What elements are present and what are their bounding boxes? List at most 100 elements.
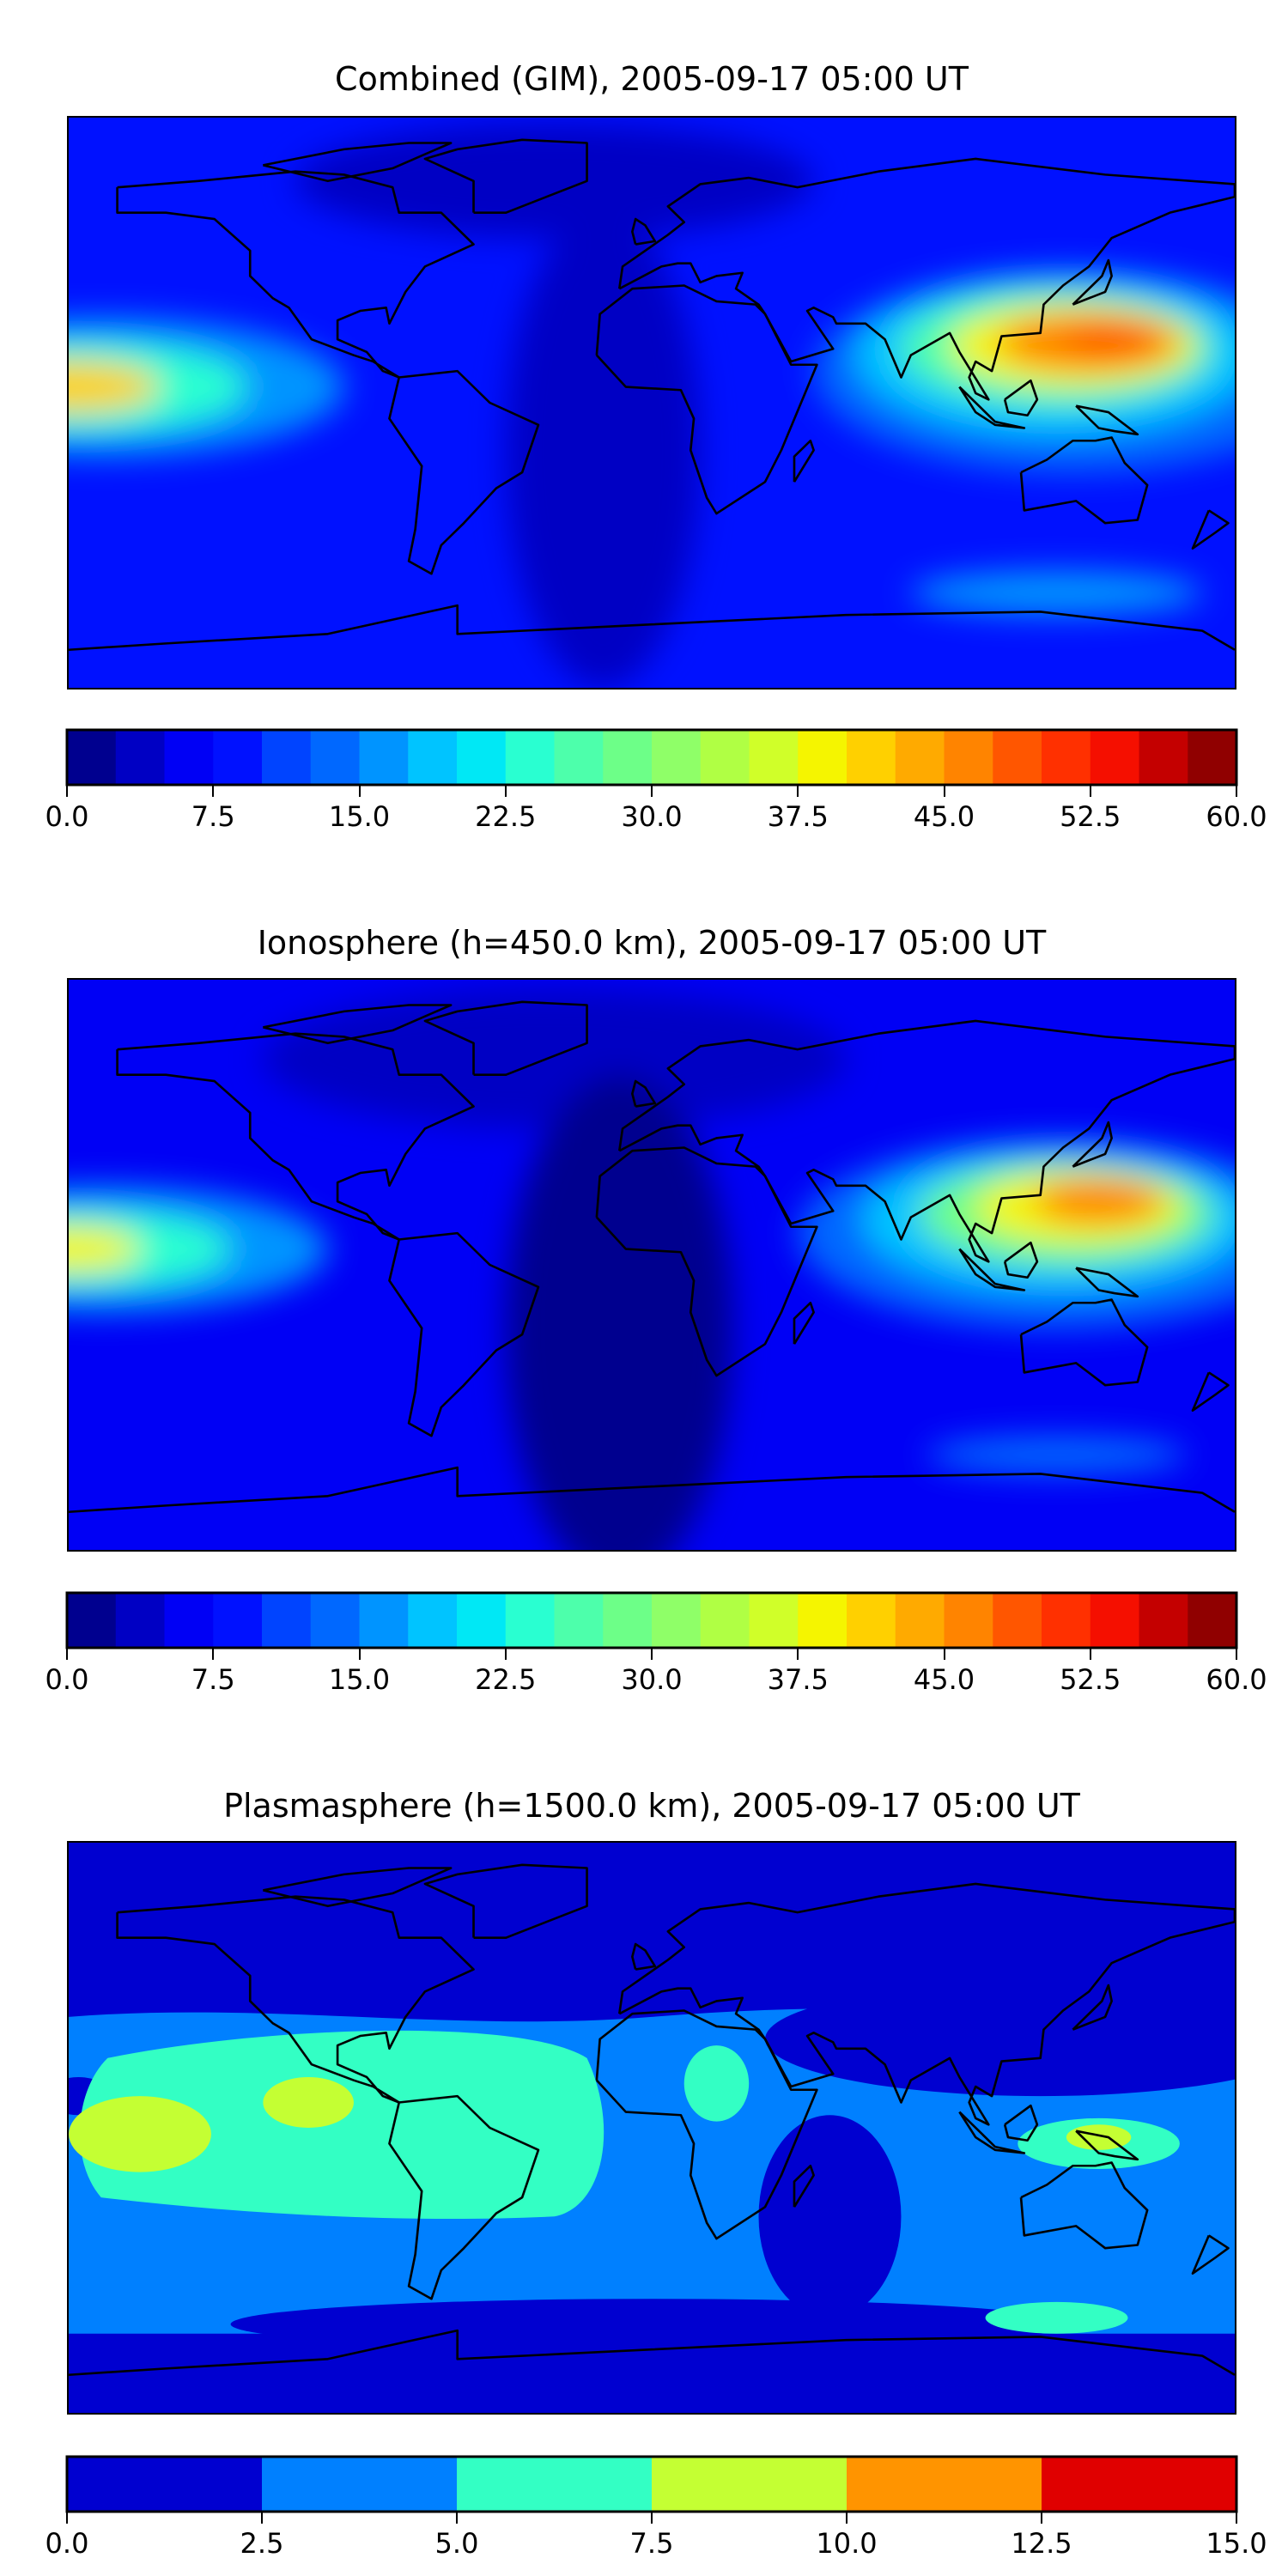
colorbar-tick: [504, 785, 507, 797]
colorbar-tick-label: 12.5: [1011, 2527, 1072, 2560]
colorbar-segment: [505, 1593, 555, 1648]
field-band-5-7.5: [683, 2045, 750, 2122]
colorbar-segment: [652, 1593, 702, 1648]
colorbar-segment: [164, 1593, 214, 1648]
field-low-atlantic: [506, 212, 701, 688]
colorbar-tick: [212, 785, 215, 797]
panel-3-title: Plasmasphere (h=1500.0 km), 2005-09-17 0…: [223, 1787, 1080, 1825]
colorbar-segment: [798, 1593, 848, 1648]
panel-2-colorbar-ticks: 0.0 7.5 15.0 22.5 30.0 37.5 45.0 52.5 60.0: [46, 1648, 1267, 1699]
colorbar-segment: [944, 1593, 993, 1648]
colorbar-svg: [65, 1591, 1238, 1649]
field-band-7.5-10: [263, 2076, 354, 2128]
colorbar-tick-label: 52.5: [1060, 1663, 1121, 1696]
field-peak: [1066, 323, 1157, 355]
colorbar-segment: [213, 730, 263, 785]
colorbar-tick: [651, 2512, 653, 2524]
colorbar-segment: [1188, 730, 1237, 785]
field-band-5-7.5: [79, 2030, 605, 2220]
field-contour: [910, 570, 1203, 616]
colorbar-tick-label: 10.0: [816, 2527, 878, 2560]
colorbar-tick-label: 52.5: [1060, 800, 1121, 833]
panel-2-map: [67, 978, 1236, 1552]
panel-1-title: Combined (GIM), 2005-09-17 05:00 UT: [335, 60, 969, 98]
panel-2-title: Ionosphere (h=450.0 km), 2005-09-17 05:0…: [257, 924, 1047, 962]
panel-3-field: [69, 1843, 1235, 2413]
colorbar-tick: [1236, 785, 1237, 797]
field-low-atlantic: [506, 1074, 733, 1550]
field-secondary-peak: [69, 1226, 140, 1272]
panel-2-colorbar: [65, 1591, 1238, 1649]
colorbar-segment: [1042, 730, 1091, 785]
colorbar-tick: [943, 1648, 945, 1660]
colorbar-segment: [359, 730, 409, 785]
colorbar-segment: [847, 730, 896, 785]
colorbar-tick-label: 7.5: [191, 1663, 235, 1696]
colorbar-tick-label: 30.0: [621, 1663, 683, 1696]
colorbar-segment: [993, 1593, 1042, 1648]
colorbar-tick: [212, 1648, 215, 1660]
colorbar-tick: [1089, 1648, 1091, 1660]
colorbar-tick-label: 15.0: [1206, 2527, 1267, 2560]
colorbar-tick: [797, 785, 799, 797]
colorbar-segment: [262, 730, 312, 785]
colorbar-svg: [65, 2455, 1238, 2513]
colorbar-segment: [700, 1593, 750, 1648]
field-band-0-2.5: [758, 2115, 902, 2318]
colorbar-tick-label: 60.0: [1206, 800, 1267, 833]
colorbar-segment: [408, 1593, 458, 1648]
colorbar-tick-label: 60.0: [1206, 1663, 1267, 1696]
colorbar-tick-label: 0.0: [45, 1663, 89, 1696]
colorbar-segment: [1139, 1593, 1188, 1648]
colorbar-tick: [797, 1648, 799, 1660]
colorbar-tick-label: 7.5: [629, 2527, 674, 2560]
colorbar-tick: [651, 1648, 653, 1660]
colorbar-segment: [213, 1593, 263, 1648]
colorbar-tick: [261, 2512, 263, 2524]
colorbar-segment: [262, 1593, 312, 1648]
colorbar-segment: [115, 730, 165, 785]
colorbar-segment: [310, 730, 360, 785]
colorbar-tick-label: 22.5: [475, 1663, 537, 1696]
colorbar-segment: [895, 730, 945, 785]
colorbar-segment: [847, 1593, 896, 1648]
colorbar-tick-label: 45.0: [913, 1663, 975, 1696]
colorbar-tick: [846, 2512, 848, 2524]
panel-1-field: [69, 118, 1235, 688]
colorbar-tick-label: 15.0: [328, 1663, 391, 1696]
colorbar-segment: [749, 1593, 799, 1648]
field-low-arctic: [295, 124, 814, 239]
panel-3-colorbar: [65, 2455, 1238, 2513]
colorbar-tick-label: 5.0: [434, 2527, 479, 2560]
colorbar-tick: [651, 785, 653, 797]
colorbar-segment: [993, 730, 1042, 785]
colorbar-segment: [164, 730, 214, 785]
panel-1-map: [67, 116, 1236, 690]
colorbar-segment: [1090, 1593, 1139, 1648]
colorbar-segment: [603, 730, 653, 785]
field-secondary-peak: [69, 361, 160, 413]
colorbar-segment: [603, 1593, 653, 1648]
colorbar-tick: [943, 785, 945, 797]
colorbar-tick: [358, 785, 361, 797]
colorbar-tick-label: 37.5: [767, 1663, 829, 1696]
colorbar-segment: [457, 2457, 653, 2512]
colorbar-segment: [408, 730, 458, 785]
colorbar-tick: [1089, 785, 1091, 797]
colorbar-segment: [895, 1593, 945, 1648]
colorbar-segment: [847, 2457, 1042, 2512]
field-band-7.5-10: [69, 2096, 211, 2172]
colorbar-segment: [67, 2457, 263, 2512]
colorbar-tick-label: 0.0: [45, 2527, 89, 2560]
colorbar-segment: [457, 730, 507, 785]
colorbar-segment: [505, 730, 555, 785]
colorbar-segment: [67, 730, 117, 785]
colorbar-segment: [115, 1593, 165, 1648]
colorbar-tick-label: 7.5: [191, 800, 235, 833]
colorbar-tick: [358, 1648, 361, 1660]
colorbar-tick: [66, 785, 68, 797]
colorbar-tick-label: 22.5: [475, 800, 537, 833]
field-contour: [927, 1436, 1187, 1474]
colorbar-segment: [944, 730, 993, 785]
colorbar-tick: [1236, 2512, 1237, 2524]
